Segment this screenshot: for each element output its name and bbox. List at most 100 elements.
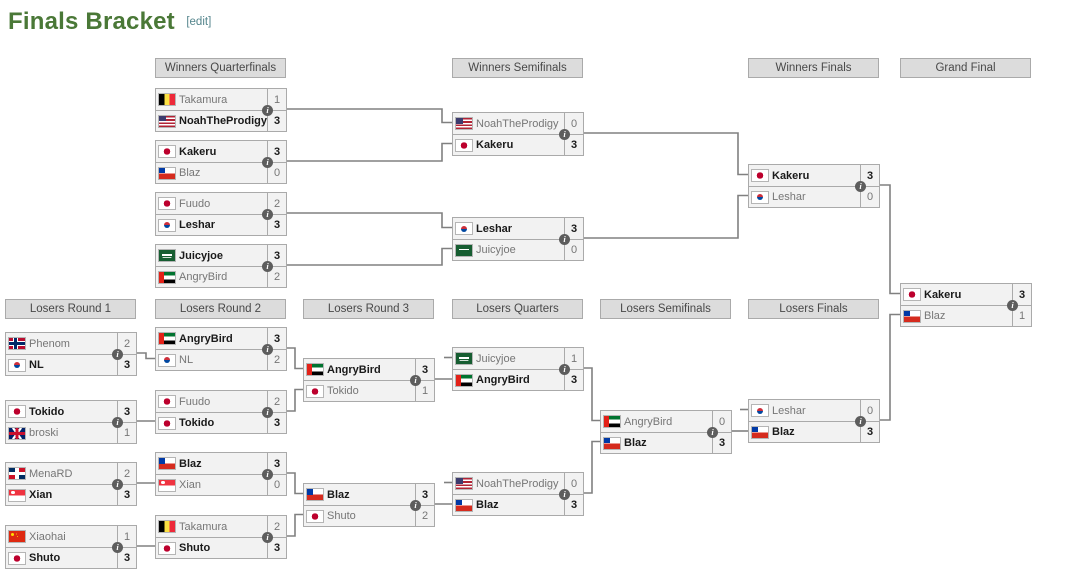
info-icon[interactable]: i xyxy=(262,531,273,543)
player-name[interactable]: Shuto xyxy=(179,542,211,554)
player-row[interactable]: Leshar 3 xyxy=(453,218,583,239)
player-name[interactable]: Tokido xyxy=(179,417,215,429)
info-icon[interactable]: i xyxy=(559,233,570,245)
player-row[interactable]: NoahTheProdigy 0 xyxy=(453,113,583,134)
info-icon[interactable]: i xyxy=(112,348,123,360)
info-icon[interactable]: i xyxy=(262,260,273,272)
info-icon[interactable]: i xyxy=(262,468,273,480)
info-icon[interactable]: i xyxy=(262,406,273,418)
player-name[interactable]: Kakeru xyxy=(179,145,217,158)
player-row[interactable]: Leshar 0 xyxy=(749,400,879,421)
player-row[interactable]: Tokido 1 xyxy=(304,380,434,401)
player-row[interactable]: Shuto 3 xyxy=(156,537,286,558)
player-row[interactable]: Juicyjoe 3 xyxy=(156,245,286,266)
info-icon[interactable]: i xyxy=(559,363,570,375)
player-name[interactable]: broski xyxy=(29,427,59,439)
info-icon[interactable]: i xyxy=(112,541,123,553)
player-name[interactable]: NoahTheProdigy xyxy=(476,117,559,130)
player-row[interactable]: Kakeru 3 xyxy=(156,141,286,162)
player-name[interactable]: Blaz xyxy=(624,437,647,449)
player-row[interactable]: AngryBird 3 xyxy=(304,359,434,380)
player-row[interactable]: Tokido 3 xyxy=(156,412,286,433)
player-name[interactable]: Blaz xyxy=(772,426,795,438)
player-row[interactable]: Phenom 2 xyxy=(6,333,136,354)
player-row[interactable]: Blaz 3 xyxy=(156,453,286,474)
player-row[interactable]: NL 3 xyxy=(6,354,136,375)
player-name[interactable]: Juicyjoe xyxy=(476,244,516,256)
player-name[interactable]: Fuudo xyxy=(179,197,211,210)
player-row[interactable]: Xian 3 xyxy=(6,484,136,505)
player-row[interactable]: AngryBird 3 xyxy=(156,328,286,349)
player-name[interactable]: Leshar xyxy=(179,219,216,231)
player-row[interactable]: AngryBird 0 xyxy=(601,411,731,432)
player-row[interactable]: Shuto 3 xyxy=(6,547,136,568)
player-name[interactable]: Tokido xyxy=(327,385,359,397)
player-row[interactable]: AngryBird 3 xyxy=(453,369,583,390)
info-icon[interactable]: i xyxy=(262,156,273,168)
player-name[interactable]: AngryBird xyxy=(179,332,233,345)
player-name[interactable]: AngryBird xyxy=(624,415,673,428)
player-row[interactable]: Xiaohai 1 xyxy=(6,526,136,547)
info-icon[interactable]: i xyxy=(559,488,570,500)
player-row[interactable]: Fuudo 2 xyxy=(156,391,286,412)
player-name[interactable]: Blaz xyxy=(327,488,350,501)
player-name[interactable]: Xian xyxy=(29,489,53,501)
player-name[interactable]: Leshar xyxy=(772,191,806,203)
player-name[interactable]: Juicyjoe xyxy=(476,352,516,365)
info-icon[interactable]: i xyxy=(1007,299,1018,311)
player-row[interactable]: Blaz 1 xyxy=(901,305,1031,326)
player-row[interactable]: NoahTheProdigy 3 xyxy=(156,110,286,131)
player-row[interactable]: Tokido 3 xyxy=(6,401,136,422)
player-name[interactable]: Xiaohai xyxy=(29,530,66,543)
info-icon[interactable]: i xyxy=(410,374,421,386)
player-name[interactable]: Shuto xyxy=(327,510,356,522)
player-name[interactable]: Fuudo xyxy=(179,395,211,408)
player-row[interactable]: Fuudo 2 xyxy=(156,193,286,214)
player-name[interactable]: Juicyjoe xyxy=(179,249,224,262)
player-name[interactable]: Tokido xyxy=(29,405,65,418)
player-row[interactable]: AngryBird 2 xyxy=(156,266,286,287)
edit-link[interactable]: [edit] xyxy=(186,16,212,28)
info-icon[interactable]: i xyxy=(559,128,570,140)
player-name[interactable]: Blaz xyxy=(476,499,499,511)
player-name[interactable]: AngryBird xyxy=(476,374,530,386)
player-row[interactable]: Juicyjoe 0 xyxy=(453,239,583,260)
player-name[interactable]: MenaRD xyxy=(29,467,73,480)
player-name[interactable]: Kakeru xyxy=(772,169,810,182)
info-icon[interactable]: i xyxy=(262,208,273,220)
info-icon[interactable]: i xyxy=(855,415,866,427)
player-row[interactable]: Shuto 2 xyxy=(304,505,434,526)
player-name[interactable]: AngryBird xyxy=(179,271,228,283)
player-row[interactable]: Leshar 0 xyxy=(749,186,879,207)
player-name[interactable]: Takamura xyxy=(179,93,228,106)
info-icon[interactable]: i xyxy=(112,478,123,490)
player-name[interactable]: Phenom xyxy=(29,337,70,350)
info-icon[interactable]: i xyxy=(262,343,273,355)
player-row[interactable]: Blaz 3 xyxy=(601,432,731,453)
player-name[interactable]: Shuto xyxy=(29,552,61,564)
player-name[interactable]: Leshar xyxy=(476,222,513,235)
player-name[interactable]: Kakeru xyxy=(476,139,514,151)
info-icon[interactable]: i xyxy=(262,104,273,116)
player-row[interactable]: broski 1 xyxy=(6,422,136,443)
player-name[interactable]: Blaz xyxy=(179,167,201,179)
player-name[interactable]: NoahTheProdigy xyxy=(179,115,267,127)
player-row[interactable]: Blaz 3 xyxy=(453,494,583,515)
player-name[interactable]: Blaz xyxy=(179,457,202,470)
player-row[interactable]: Blaz 0 xyxy=(156,162,286,183)
player-row[interactable]: Blaz 3 xyxy=(304,484,434,505)
player-row[interactable]: Takamura 2 xyxy=(156,516,286,537)
info-icon[interactable]: i xyxy=(707,426,718,438)
player-name[interactable]: Kakeru xyxy=(924,288,962,301)
player-name[interactable]: Xian xyxy=(179,479,202,491)
player-row[interactable]: MenaRD 2 xyxy=(6,463,136,484)
player-row[interactable]: Kakeru 3 xyxy=(901,284,1031,305)
player-row[interactable]: Leshar 3 xyxy=(156,214,286,235)
player-name[interactable]: AngryBird xyxy=(327,363,381,376)
player-row[interactable]: Kakeru 3 xyxy=(749,165,879,186)
player-row[interactable]: NoahTheProdigy 0 xyxy=(453,473,583,494)
player-row[interactable]: Xian 0 xyxy=(156,474,286,495)
player-name[interactable]: Leshar xyxy=(772,404,806,417)
player-name[interactable]: NoahTheProdigy xyxy=(476,477,559,490)
info-icon[interactable]: i xyxy=(112,416,123,428)
